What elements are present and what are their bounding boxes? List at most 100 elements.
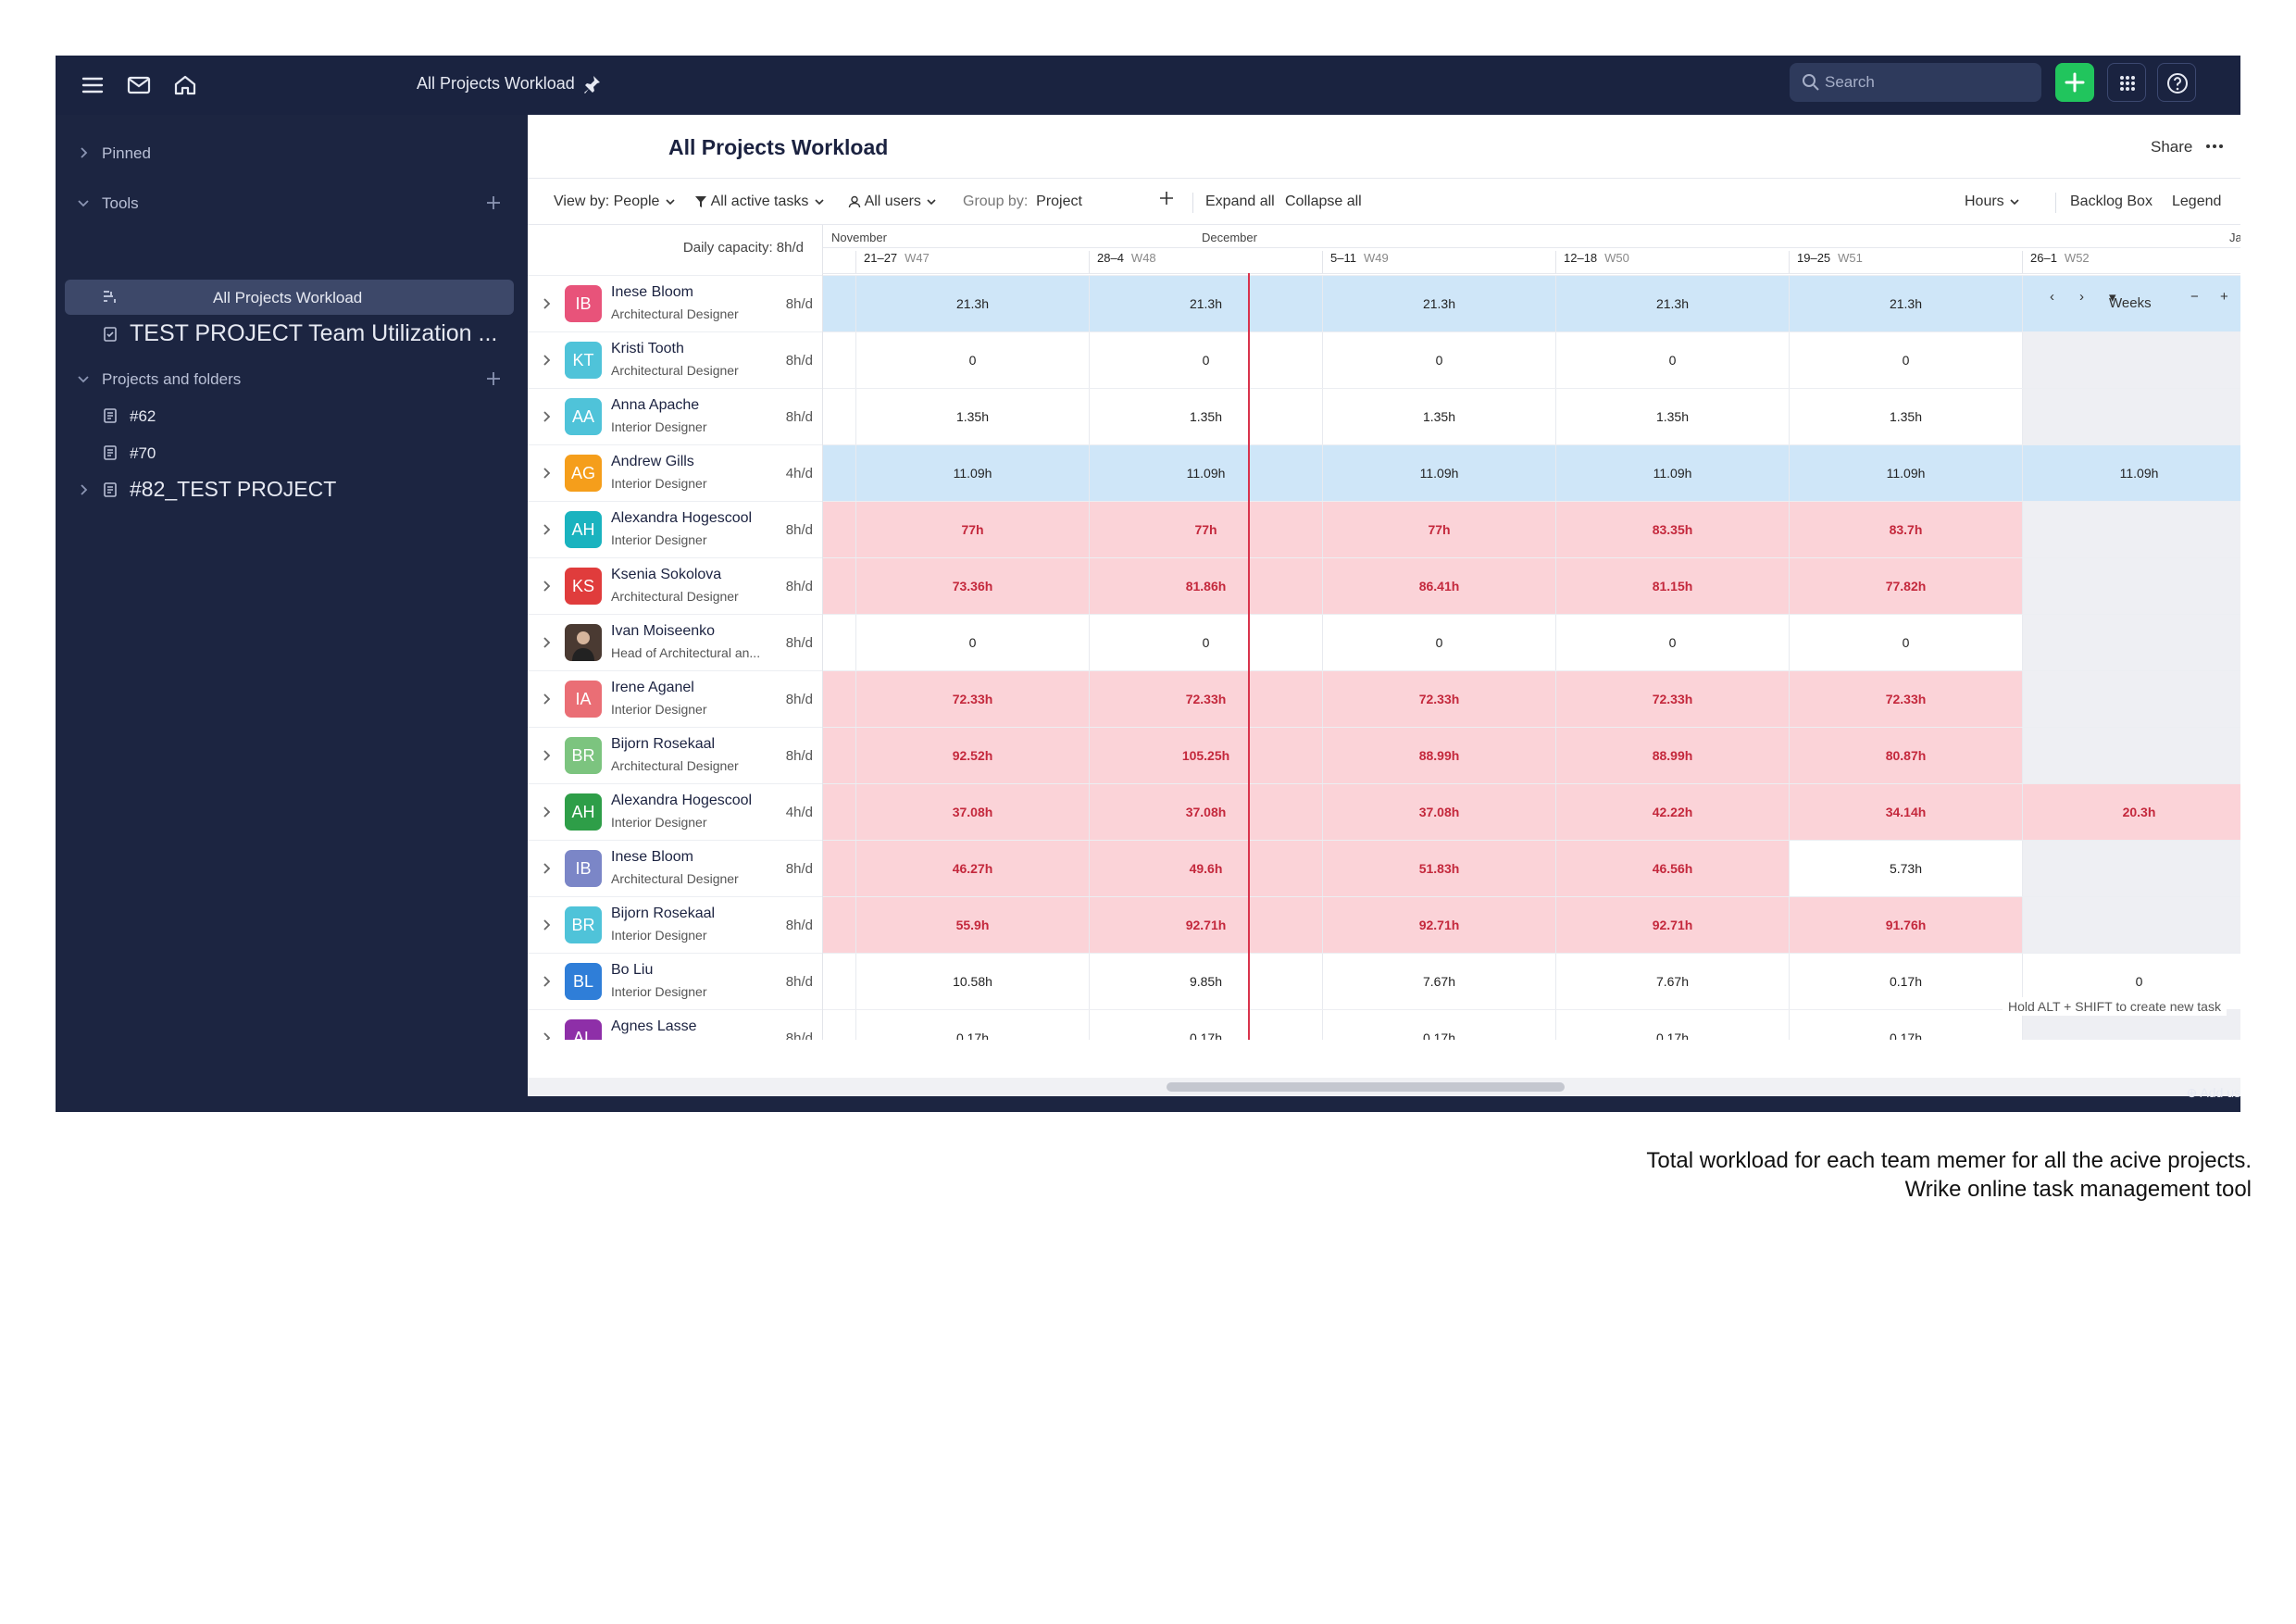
workload-cell[interactable]: 72.33h: [855, 671, 1089, 728]
menu-icon[interactable]: [76, 69, 109, 102]
add-tool-icon[interactable]: [483, 193, 504, 213]
workload-cell[interactable]: 77.82h: [1789, 558, 2022, 615]
workload-cell[interactable]: 1.35h: [1322, 389, 1555, 445]
workload-cell[interactable]: 0.17h: [1555, 1010, 1789, 1040]
horizontal-scrollbar[interactable]: [528, 1078, 2240, 1096]
workload-cell[interactable]: [2022, 897, 2240, 954]
workload-cell[interactable]: 88.99h: [1322, 728, 1555, 784]
add-group-icon[interactable]: [1157, 189, 1176, 207]
workload-cell[interactable]: 86.41h: [1322, 558, 1555, 615]
more-options-icon[interactable]: [2203, 135, 2226, 157]
workload-cell[interactable]: 0.17h: [1789, 954, 2022, 1010]
workload-cell[interactable]: 21.3h: [1322, 276, 1555, 332]
person-row[interactable]: Ivan Moiseenko Head of Architectural an..…: [528, 614, 822, 671]
workload-cell[interactable]: 1.35h: [855, 389, 1089, 445]
help-button[interactable]: [2157, 63, 2196, 102]
workload-cell[interactable]: 42.22h: [1555, 784, 1789, 841]
chevron-right-icon[interactable]: [539, 1031, 554, 1040]
inbox-icon[interactable]: [122, 69, 156, 102]
legend-button[interactable]: Legend: [2172, 194, 2222, 209]
scrollbar-thumb[interactable]: [1167, 1082, 1565, 1092]
person-row[interactable]: BR Bijorn Rosekaal Architectural Designer 8…: [528, 727, 822, 784]
workload-cell[interactable]: 11.09h: [2022, 445, 2240, 502]
workload-cell[interactable]: 37.08h: [1322, 784, 1555, 841]
workload-cell[interactable]: 0: [1555, 332, 1789, 389]
workload-cell[interactable]: 0: [1322, 332, 1555, 389]
person-row[interactable]: AH Alexandra Hogescool Interior Designer 8h…: [528, 501, 822, 558]
sidebar-item-project-62[interactable]: #62: [56, 400, 528, 431]
workload-cell[interactable]: 1.35h: [1555, 389, 1789, 445]
workload-cell[interactable]: 55.9h: [855, 897, 1089, 954]
units-dropdown[interactable]: Hours: [1965, 194, 2021, 210]
chevron-right-icon[interactable]: [539, 409, 554, 424]
workload-cell[interactable]: 0: [1322, 615, 1555, 671]
workload-cell[interactable]: 92.71h: [1089, 897, 1322, 954]
workload-cell[interactable]: 81.86h: [1089, 558, 1322, 615]
workload-cell[interactable]: 21.3h: [1089, 276, 1322, 332]
workload-cell[interactable]: 0.17h: [1322, 1010, 1555, 1040]
search-input[interactable]: Search: [1790, 63, 2041, 102]
person-row[interactable]: IB Inese Bloom Architectural Designer 8h/d: [528, 275, 822, 332]
home-icon[interactable]: [168, 69, 202, 102]
workload-cell[interactable]: 1.35h: [1089, 389, 1322, 445]
sidebar-item-project-70[interactable]: #70: [56, 437, 528, 468]
chevron-right-icon[interactable]: [539, 918, 554, 932]
person-row[interactable]: IB Inese Bloom Architectural Designer 8h/d: [528, 840, 822, 897]
workload-cell[interactable]: [2022, 671, 2240, 728]
workload-cell[interactable]: 0.17h: [1089, 1010, 1322, 1040]
workload-cell[interactable]: 46.56h: [1555, 841, 1789, 897]
workload-cell[interactable]: 77h: [855, 502, 1089, 558]
workload-cell[interactable]: 0.17h: [1789, 1010, 2022, 1040]
workload-cell[interactable]: 21.3h: [1789, 276, 2022, 332]
add-user-button[interactable]: ⊕ Add us: [2186, 1085, 2240, 1100]
chevron-right-icon[interactable]: [539, 466, 554, 481]
workload-cell[interactable]: 91.76h: [1789, 897, 2022, 954]
workload-cell[interactable]: 37.08h: [855, 784, 1089, 841]
add-project-icon[interactable]: [483, 369, 504, 389]
workload-cell[interactable]: [2022, 841, 2240, 897]
workload-cell[interactable]: 0: [855, 615, 1089, 671]
chevron-right-icon[interactable]: [539, 805, 554, 819]
person-row[interactable]: KS Ksenia Sokolova Architectural Designer 8…: [528, 557, 822, 615]
users-filter-dropdown[interactable]: All users: [848, 194, 938, 210]
zoom-out-icon[interactable]: −: [2190, 289, 2199, 305]
workload-cell[interactable]: 49.6h: [1089, 841, 1322, 897]
workload-cell[interactable]: 10.58h: [855, 954, 1089, 1010]
collapse-all-button[interactable]: Collapse all: [1285, 194, 1362, 209]
person-row[interactable]: KT Kristi Tooth Architectural Designer 8h/d: [528, 331, 822, 389]
person-row[interactable]: AG Andrew Gills Interior Designer 4h/d: [528, 444, 822, 502]
apps-button[interactable]: [2107, 63, 2146, 102]
workload-cell[interactable]: [2022, 558, 2240, 615]
workload-cell[interactable]: 83.35h: [1555, 502, 1789, 558]
chevron-right-icon[interactable]: [539, 974, 554, 989]
workload-cell[interactable]: 73.36h: [855, 558, 1089, 615]
workload-cell[interactable]: [2022, 332, 2240, 389]
chevron-right-icon[interactable]: [539, 861, 554, 876]
workload-cell[interactable]: 21.3h: [855, 276, 1089, 332]
person-row[interactable]: IA Irene Aganel Interior Designer 8h/d: [528, 670, 822, 728]
workload-cell[interactable]: 72.33h: [1789, 671, 2022, 728]
workload-cell[interactable]: 92.52h: [855, 728, 1089, 784]
chevron-right-icon[interactable]: [539, 296, 554, 311]
workload-cell[interactable]: [2022, 615, 2240, 671]
chevron-right-icon[interactable]: [539, 748, 554, 763]
person-row[interactable]: AH Alexandra Hogescool Interior Designer 4h…: [528, 783, 822, 841]
workload-cell[interactable]: 5.73h: [1789, 841, 2022, 897]
chevron-right-icon[interactable]: [539, 692, 554, 706]
workload-cell[interactable]: 81.15h: [1555, 558, 1789, 615]
workload-cell[interactable]: 92.71h: [1555, 897, 1789, 954]
workload-cell[interactable]: 0: [1089, 615, 1322, 671]
workload-cell[interactable]: 46.27h: [855, 841, 1089, 897]
sidebar-section-pinned[interactable]: Pinned: [56, 137, 528, 169]
chevron-right-icon[interactable]: [539, 579, 554, 593]
share-button[interactable]: Share: [2151, 138, 2193, 156]
next-week-icon[interactable]: ›: [2079, 289, 2084, 305]
zoom-in-icon[interactable]: +: [2220, 289, 2228, 305]
backlog-box-button[interactable]: Backlog Box: [2070, 194, 2152, 209]
sidebar-section-tools[interactable]: Tools: [56, 187, 528, 219]
workload-cell[interactable]: 0.17h: [855, 1010, 1089, 1040]
sidebar-item-team-utilization[interactable]: TEST PROJECT Team Utilization ...: [56, 319, 528, 350]
workload-cell[interactable]: 72.33h: [1322, 671, 1555, 728]
workload-cell[interactable]: [2022, 389, 2240, 445]
